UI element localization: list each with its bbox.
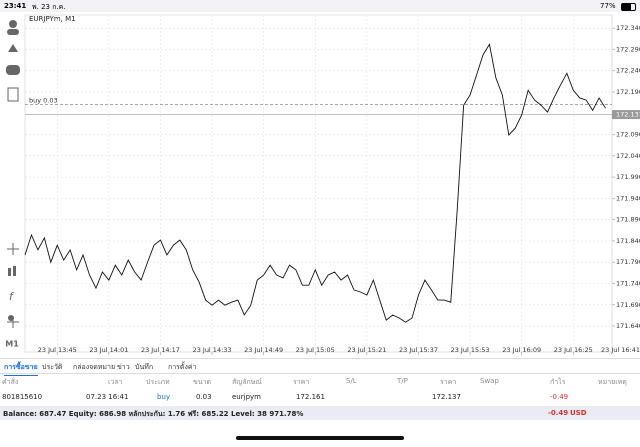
y-tick-label: 171.790 [616,258,640,266]
table-row: 801815610 07.23 16:41 buy 0.03 eurjpym 172.16… [0,390,640,404]
x-tick-label: 23 Jul 16:41 [601,346,640,354]
column-header: คำสั่ง [2,378,19,386]
order-label: buy 0.03 [29,96,58,104]
home-indicator [236,436,404,440]
column-header: หมายเหตุ [598,378,627,386]
objects-dot [8,315,14,321]
indicator-icon[interactable] [8,268,11,276]
column-header: เวลา [108,378,123,386]
y-tick-label: 171.840 [616,237,640,245]
toolbar: f [6,20,20,328]
indicator-icon-2 [13,266,16,276]
table-cell: eurjpym [232,393,261,401]
status-bar: 23:41 พ. 23 ก.ค. 77% [0,0,640,12]
x-tick-label: 23 Jul 14:49 [244,346,283,354]
column-header: ประเภท [146,378,170,386]
chat-icon[interactable] [6,65,20,75]
y-tick-label: 172.340 [616,24,640,32]
y-tick-label: 171.990 [616,173,640,181]
price-box [612,110,640,120]
x-tick-label: 23 Jul 15:05 [296,346,335,354]
date: พ. 23 ก.ค. [32,3,66,11]
function-icon[interactable]: f [9,290,15,303]
table-cell: 172.137 [432,393,461,401]
tab[interactable]: การตั้งค่า [168,363,197,371]
column-header: ขนาด [193,378,212,386]
table-header: คำสั่ง เวลา ประเภท ขนาด สัญลักษณ์ ราคา S/L T/P ร… [0,374,640,388]
column-header: สัญลักษณ์ [232,378,262,386]
table-cell: 0.03 [196,393,212,401]
x-tick-label: 23 Jul 15:21 [347,346,386,354]
battery: 77% [600,2,616,10]
trade-icon[interactable] [8,44,18,52]
y-tick-label: 172.290 [616,45,640,53]
chart-title: EURJPYm, M1 [29,15,76,23]
crosshair-icon[interactable] [7,243,19,255]
current-price: 172.137 [616,111,640,119]
account-icon[interactable] [9,20,17,28]
y-tick-label: 172.040 [616,152,640,160]
tab[interactable]: การซื้อขาย [4,362,38,376]
tab[interactable]: ข่าว [117,363,130,371]
table-cell: -0.49 [550,393,569,401]
tab-bar: การซื้อขาย ประวัติ กล่องจดหมาย ข่าว บันทึก กา… [0,358,640,376]
balance-summary: Balance: 687.47 Equity: 686.98 หลักประกั… [3,410,304,418]
account-icon-body [7,29,19,35]
account-summary: Balance: 687.47 Equity: 686.98 หลักประกั… [0,406,640,420]
plot-area [24,14,613,353]
x-tick-label: 23 Jul 15:53 [451,346,490,354]
x-tick-label: 23 Jul 16:09 [502,346,541,354]
total-profit: -0.49 [548,409,569,417]
currency: USD [570,409,587,417]
tab-underline [4,375,38,376]
y-tick-label: 172.090 [616,131,640,139]
chart: EURJPYm, M1 f M1 buy 0.03 172.340 172.290… [5,14,640,355]
battery-icon [621,3,636,11]
column-header: T/P [397,377,408,385]
y-tick-label: 171.740 [616,279,640,287]
timeframe[interactable]: M1 [5,340,19,349]
table-cell: 07.23 16:41 [86,393,129,401]
column-header: กำไร [550,378,566,386]
tab[interactable]: กล่องจดหมาย [73,363,116,371]
clock: 23:41 [4,2,27,10]
x-tick-label: 23 Jul 16:25 [554,346,593,354]
tab[interactable]: ประวัติ [42,363,63,371]
y-tick-label: 171.940 [616,194,640,202]
price-line [24,43,606,323]
x-tick-label: 23 Jul 15:37 [399,346,438,354]
column-header: S/L [346,377,357,385]
x-tick-label: 23 Jul 14:33 [193,346,232,354]
y-tick-label: 172.240 [616,67,640,75]
table-cell: 172.161 [296,393,325,401]
column-header: Swap [480,377,499,385]
x-tick-label: 23 Jul 13:45 [38,346,77,354]
new-order-icon[interactable] [7,87,19,102]
column-header: ราคา [293,378,310,386]
table-cell: buy [157,393,171,401]
y-tick-label: 171.690 [616,301,640,309]
table-cell[interactable]: 801815610 [2,393,43,401]
x-tick-label: 23 Jul 14:01 [89,346,128,354]
column-header: ราคา [440,378,457,386]
y-tick-label: 172.190 [616,88,640,96]
y-tick-label: 171.640 [616,322,640,330]
tab[interactable]: บันทึก [135,363,154,371]
x-tick-label: 23 Jul 14:17 [141,346,180,354]
y-tick-label: 171.890 [616,216,640,224]
